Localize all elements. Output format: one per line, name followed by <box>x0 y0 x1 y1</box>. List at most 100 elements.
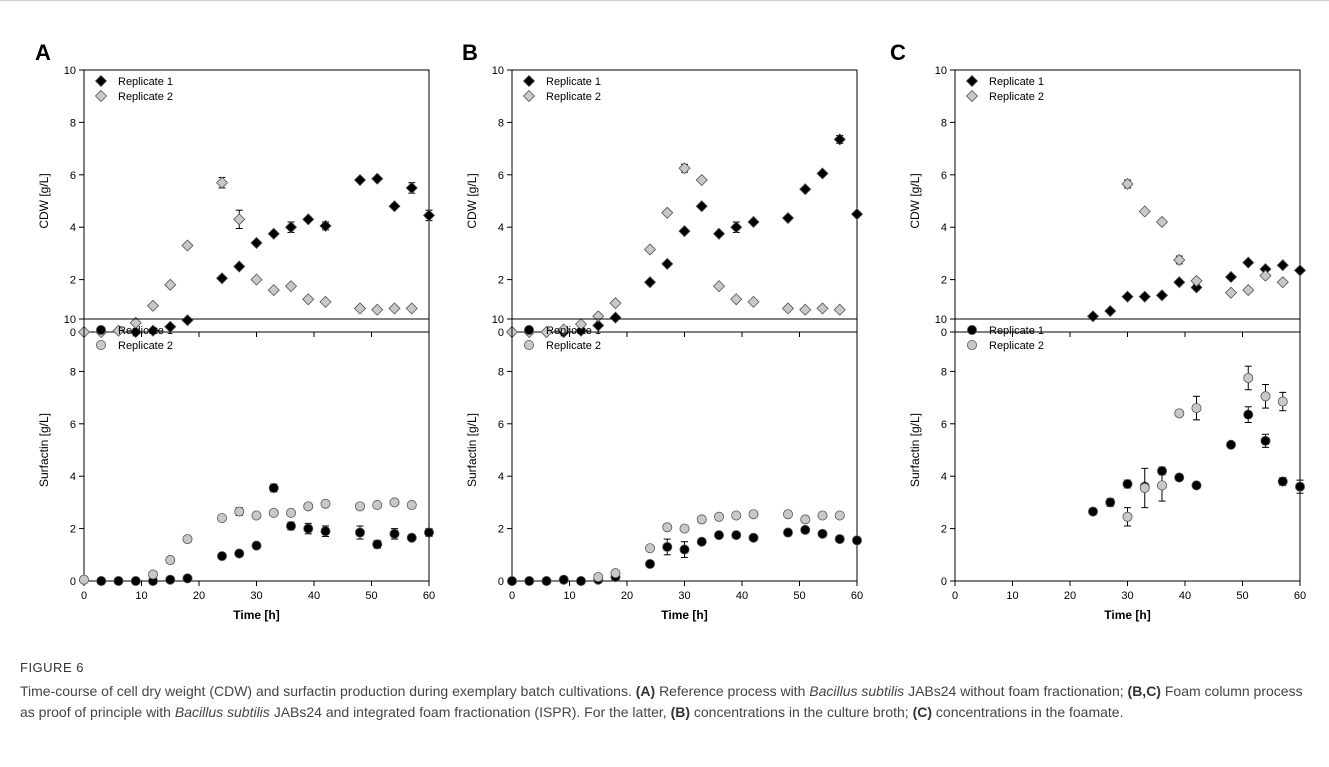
data-point-a-cdw-0-11 <box>353 173 367 187</box>
data-point-a-surfactin-0-10 <box>285 520 296 531</box>
legend-label-a-cdw-1: Replicate 2 <box>118 91 173 103</box>
y-tick-label-a-cdw-4: 8 <box>70 117 76 129</box>
x-tick-label-c-surfactin-5: 50 <box>1236 590 1248 602</box>
data-point-a-cdw-1-8 <box>233 213 246 226</box>
data-point-c-surfactin-1-4 <box>1191 403 1202 414</box>
data-point-b-surfactin-1-8 <box>748 509 759 520</box>
caption-a-text-2: JABs24 without foam fractionation; <box>908 683 1124 699</box>
data-point-a-surfactin-1-14 <box>406 500 417 511</box>
data-point-b-surfactin-0-16 <box>817 528 828 539</box>
data-point-b-cdw-1-10 <box>695 173 708 187</box>
data-point-b-surfactin-1-4 <box>679 523 690 534</box>
y-tick-label-a-cdw-5: 10 <box>64 65 76 77</box>
y-axis-label-a-cdw: CDW [g/L] <box>37 173 51 228</box>
y-tick-label-c-surfactin-4: 8 <box>941 366 947 378</box>
y-tick-label-c-surfactin-2: 4 <box>941 471 947 483</box>
data-point-c-surfactin-1-3 <box>1174 408 1185 419</box>
data-point-a-cdw-0-5 <box>233 260 246 273</box>
data-point-a-cdw-0-1 <box>146 324 160 337</box>
data-point-c-surfactin-0-6 <box>1191 480 1202 491</box>
data-point-c-surfactin-0-8 <box>1243 409 1254 420</box>
data-point-b-surfactin-1-5 <box>696 514 707 525</box>
y-tick-label-b-cdw-2: 4 <box>498 222 504 234</box>
data-point-b-surfactin-0-14 <box>783 527 794 538</box>
data-point-b-cdw-1-15 <box>799 303 812 316</box>
data-point-b-cdw-1-3 <box>557 323 570 336</box>
data-point-a-surfactin-0-9 <box>268 482 279 493</box>
panel-label-b: B <box>462 40 478 65</box>
data-point-b-surfactin-0-15 <box>800 524 811 535</box>
y-tick-label-b-surfactin-1: 2 <box>498 524 504 536</box>
top-border <box>0 0 1329 1</box>
y-tick-label-b-cdw-1: 2 <box>498 275 504 287</box>
caption-intro: Time-course of cell dry weight (CDW) and… <box>20 683 632 699</box>
data-point-b-cdw-1-17 <box>833 303 846 316</box>
data-point-c-surfactin-1-6 <box>1260 391 1271 402</box>
data-point-a-cdw-0-9 <box>302 213 315 226</box>
data-point-a-surfactin-1-7 <box>268 507 279 518</box>
data-point-a-surfactin-0-12 <box>320 526 331 537</box>
legend-marker-c-cdw-1 <box>965 89 979 103</box>
legend-label-b-surfactin-0: Replicate 1 <box>546 325 601 337</box>
legend-marker-b-cdw-0 <box>522 74 536 88</box>
panel-label-a: A <box>35 40 51 65</box>
data-point-a-cdw-0-13 <box>388 200 401 213</box>
data-point-b-cdw-1-5 <box>592 310 605 323</box>
data-point-c-cdw-1-6 <box>1242 284 1255 297</box>
data-point-b-cdw-0-6 <box>678 225 691 238</box>
y-tick-label-a-cdw-0: 0 <box>70 327 76 339</box>
y-tick-label-b-cdw-5: 10 <box>492 65 504 77</box>
data-point-c-cdw-0-1 <box>1104 304 1117 318</box>
data-point-b-cdw-1-14 <box>781 302 795 315</box>
data-point-b-surfactin-0-8 <box>662 541 673 552</box>
caption-bc-text-1: Foam column process as proof of principl… <box>20 683 1303 720</box>
y-axis-label-a-surfactin: Surfactin [g/L] <box>37 413 51 487</box>
data-point-b-surfactin-1-12 <box>834 510 845 521</box>
y-tick-label-b-surfactin-0: 0 <box>498 576 504 588</box>
data-point-c-cdw-1-1 <box>1138 205 1151 218</box>
data-point-a-cdw-0-2 <box>164 320 177 333</box>
data-point-a-surfactin-1-12 <box>372 500 383 511</box>
data-point-b-surfactin-0-1 <box>524 576 535 587</box>
data-point-a-cdw-1-3 <box>129 316 142 329</box>
data-point-a-cdw-0-6 <box>250 236 263 249</box>
data-point-c-cdw-0-5 <box>1173 276 1186 289</box>
y-tick-label-a-surfactin-1: 2 <box>70 524 76 536</box>
caption-c-text: concentrations in the foamate. <box>935 704 1124 720</box>
data-point-a-cdw-0-12 <box>371 172 384 185</box>
data-point-b-surfactin-1-6 <box>714 511 725 522</box>
data-point-c-surfactin-0-9 <box>1260 435 1271 446</box>
plot-b-cdw: 0 2 4 6 8 10 CDW [g/L] Replicate 1 Replicate 2 <box>465 65 864 339</box>
legend-label-c-cdw-1: Replicate 2 <box>989 91 1044 103</box>
y-tick-label-a-surfactin-5: 10 <box>64 314 76 326</box>
data-point-b-surfactin-0-13 <box>748 532 759 543</box>
plot-frame-b-cdw <box>511 69 858 333</box>
data-point-b-surfactin-1-10 <box>800 514 811 525</box>
data-point-c-surfactin-0-5 <box>1174 472 1185 483</box>
data-point-b-surfactin-1-1 <box>610 568 621 579</box>
x-tick-label-a-surfactin-1: 10 <box>135 590 147 602</box>
y-tick-label-c-cdw-3: 6 <box>941 170 947 182</box>
data-point-b-cdw-1-13 <box>747 295 760 308</box>
y-tick-label-a-surfactin-2: 4 <box>70 471 76 483</box>
data-point-a-surfactin-1-8 <box>285 507 296 518</box>
data-point-b-surfactin-0-0 <box>506 576 517 587</box>
data-point-a-cdw-0-4 <box>215 272 229 285</box>
data-point-a-cdw-1-9 <box>250 273 263 286</box>
data-point-a-surfactin-0-17 <box>423 527 434 538</box>
x-tick-label-b-surfactin-2: 20 <box>621 590 633 602</box>
x-tick-label-a-surfactin-0: 0 <box>81 590 87 602</box>
data-point-c-cdw-0-6 <box>1190 281 1203 294</box>
data-point-a-surfactin-1-3 <box>182 534 193 545</box>
data-point-a-cdw-1-11 <box>284 280 298 293</box>
data-point-a-surfactin-0-11 <box>303 523 314 534</box>
data-point-c-cdw-0-3 <box>1138 290 1151 303</box>
plot-frame-a-cdw <box>83 69 430 333</box>
data-point-c-cdw-0-8 <box>1242 256 1255 269</box>
data-point-c-cdw-1-3 <box>1173 253 1186 267</box>
data-point-a-cdw-1-7 <box>215 176 229 189</box>
data-point-c-cdw-0-0 <box>1086 310 1100 323</box>
x-tick-label-c-surfactin-2: 20 <box>1064 590 1076 602</box>
